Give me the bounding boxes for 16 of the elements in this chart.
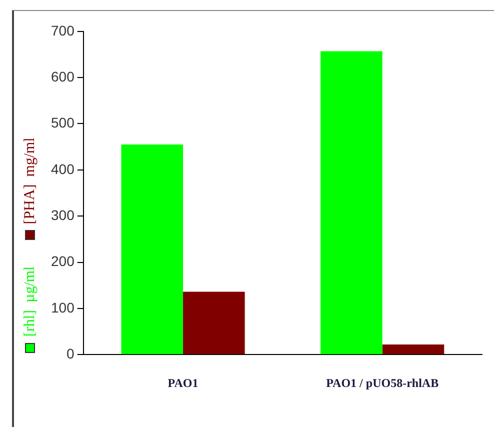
bar xyxy=(121,144,184,354)
y-tick-label: 700 xyxy=(51,22,75,38)
y-tick-label: 0 xyxy=(66,345,75,362)
y-tick-label: 600 xyxy=(51,68,75,84)
bar xyxy=(320,51,382,354)
x-tick-label: PAO1 / pUO58-rhlAB xyxy=(326,376,439,390)
bar xyxy=(183,292,245,354)
y-tick-label: 200 xyxy=(51,253,75,270)
y-tick-label: 400 xyxy=(51,160,75,177)
bar xyxy=(382,344,444,354)
text: [rhl] µg/ml xyxy=(22,266,38,337)
y-tick-label: 100 xyxy=(51,299,75,316)
x-tick-label: PAO1 xyxy=(168,376,198,390)
text: [PHA] mg/ml xyxy=(22,138,38,224)
y-tick-label: 300 xyxy=(51,206,75,223)
y-tick-label: 500 xyxy=(51,114,75,131)
